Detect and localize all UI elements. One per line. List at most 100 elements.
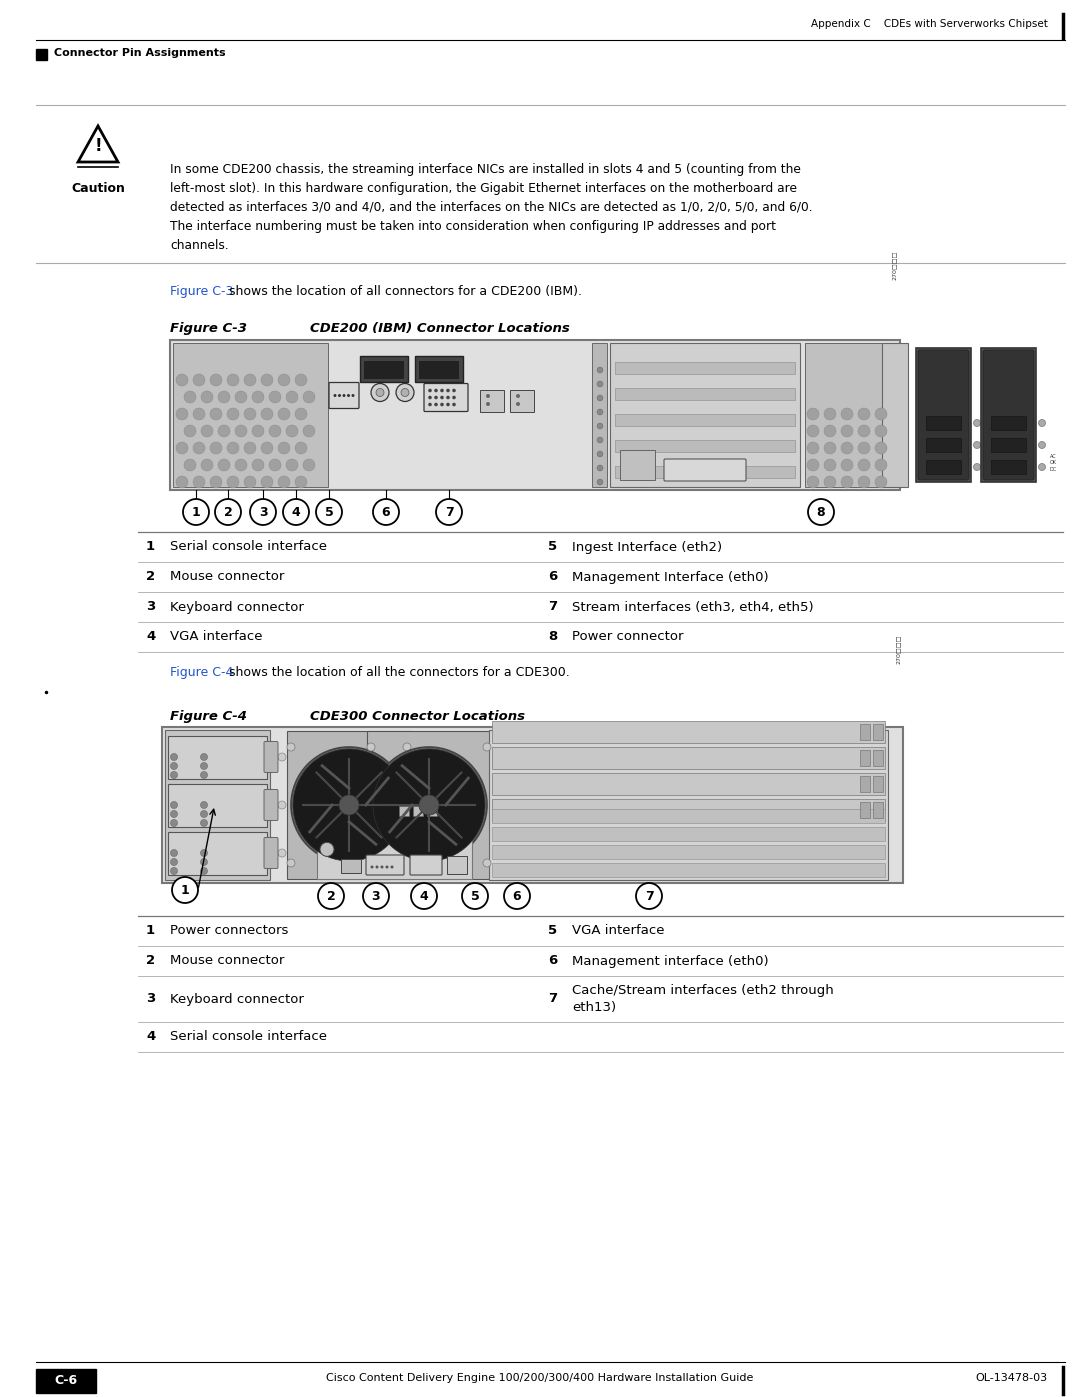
Text: Power connector: Power connector bbox=[572, 630, 684, 644]
Circle shape bbox=[171, 820, 177, 827]
Bar bbox=[615, 467, 795, 478]
Circle shape bbox=[434, 395, 437, 400]
Circle shape bbox=[386, 866, 389, 869]
Circle shape bbox=[363, 883, 389, 909]
Circle shape bbox=[338, 394, 341, 397]
Circle shape bbox=[184, 391, 195, 402]
Circle shape bbox=[252, 425, 264, 437]
Circle shape bbox=[218, 460, 230, 471]
Circle shape bbox=[210, 374, 222, 386]
Circle shape bbox=[434, 402, 437, 407]
Text: Serial console interface: Serial console interface bbox=[170, 541, 327, 553]
Bar bbox=[287, 731, 411, 879]
Circle shape bbox=[171, 771, 177, 778]
FancyBboxPatch shape bbox=[264, 838, 278, 869]
Bar bbox=[165, 731, 270, 880]
Bar bbox=[289, 735, 345, 798]
Circle shape bbox=[858, 441, 870, 454]
Circle shape bbox=[278, 441, 291, 454]
Text: Figure C-3: Figure C-3 bbox=[170, 321, 247, 335]
Bar bbox=[620, 450, 654, 481]
Text: 6: 6 bbox=[381, 506, 390, 518]
Circle shape bbox=[183, 499, 210, 525]
Circle shape bbox=[436, 499, 462, 525]
FancyBboxPatch shape bbox=[410, 855, 442, 875]
Circle shape bbox=[376, 866, 378, 869]
Text: AC
OK
DC: AC OK DC bbox=[985, 454, 993, 472]
Circle shape bbox=[171, 810, 177, 817]
Circle shape bbox=[278, 476, 291, 488]
Text: Mouse connector: Mouse connector bbox=[170, 570, 284, 584]
Circle shape bbox=[201, 810, 207, 817]
Circle shape bbox=[1039, 419, 1045, 426]
Bar bbox=[873, 750, 883, 766]
Circle shape bbox=[201, 763, 207, 770]
Text: 6: 6 bbox=[513, 890, 522, 902]
Text: CDE300 Connector Locations: CDE300 Connector Locations bbox=[310, 710, 525, 724]
Circle shape bbox=[516, 394, 519, 398]
Bar bbox=[419, 360, 459, 379]
Text: shows the location of all the connectors for a CDE300.: shows the location of all the connectors… bbox=[225, 666, 570, 679]
Bar bbox=[173, 344, 328, 488]
Circle shape bbox=[171, 868, 177, 875]
FancyBboxPatch shape bbox=[264, 789, 278, 820]
Circle shape bbox=[807, 476, 819, 488]
Bar bbox=[991, 439, 1026, 453]
Circle shape bbox=[261, 408, 273, 420]
Circle shape bbox=[441, 395, 444, 400]
Bar bbox=[873, 802, 883, 819]
Circle shape bbox=[201, 460, 213, 471]
Bar bbox=[480, 390, 504, 412]
Circle shape bbox=[244, 476, 256, 488]
Circle shape bbox=[171, 849, 177, 856]
Text: 2: 2 bbox=[146, 570, 156, 584]
Bar bbox=[926, 460, 961, 474]
Circle shape bbox=[428, 395, 432, 400]
Circle shape bbox=[293, 749, 405, 861]
Circle shape bbox=[210, 441, 222, 454]
Circle shape bbox=[401, 388, 409, 397]
Bar bbox=[341, 859, 361, 873]
Circle shape bbox=[278, 753, 286, 761]
Text: Power connectors: Power connectors bbox=[170, 925, 288, 937]
Circle shape bbox=[318, 883, 345, 909]
Circle shape bbox=[1039, 441, 1045, 448]
Circle shape bbox=[824, 425, 836, 437]
Text: 270□□□: 270□□□ bbox=[891, 250, 896, 279]
Circle shape bbox=[184, 425, 195, 437]
Bar bbox=[860, 802, 870, 819]
Bar bbox=[427, 806, 437, 816]
Bar bbox=[615, 388, 795, 400]
Text: Keyboard connector: Keyboard connector bbox=[170, 992, 303, 1006]
Text: Mouse connector: Mouse connector bbox=[170, 954, 284, 968]
Circle shape bbox=[973, 464, 981, 471]
Circle shape bbox=[875, 441, 887, 454]
Text: 4: 4 bbox=[146, 1031, 156, 1044]
Circle shape bbox=[875, 476, 887, 488]
Circle shape bbox=[287, 859, 295, 868]
Bar bbox=[492, 721, 885, 743]
Bar bbox=[413, 806, 423, 816]
Bar bbox=[168, 784, 267, 827]
Circle shape bbox=[201, 820, 207, 827]
Text: 7: 7 bbox=[645, 890, 653, 902]
Circle shape bbox=[824, 460, 836, 471]
Circle shape bbox=[287, 743, 295, 752]
Circle shape bbox=[373, 499, 399, 525]
Text: Figure C-3: Figure C-3 bbox=[170, 285, 233, 298]
Bar bbox=[860, 750, 870, 766]
FancyBboxPatch shape bbox=[329, 383, 359, 408]
Circle shape bbox=[278, 849, 286, 856]
Circle shape bbox=[807, 441, 819, 454]
Bar bbox=[592, 344, 607, 488]
Bar bbox=[170, 339, 900, 490]
Circle shape bbox=[295, 441, 307, 454]
Circle shape bbox=[428, 402, 432, 407]
Text: 1: 1 bbox=[146, 541, 156, 553]
Text: C-6: C-6 bbox=[54, 1373, 78, 1386]
Bar bbox=[168, 736, 267, 780]
Circle shape bbox=[441, 388, 444, 393]
Circle shape bbox=[295, 476, 307, 488]
Bar bbox=[162, 726, 903, 883]
Circle shape bbox=[483, 859, 491, 868]
